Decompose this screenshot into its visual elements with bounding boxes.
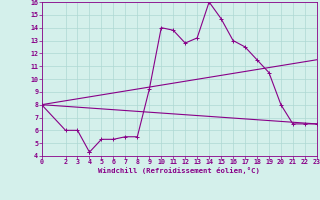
X-axis label: Windchill (Refroidissement éolien,°C): Windchill (Refroidissement éolien,°C) [98, 167, 260, 174]
